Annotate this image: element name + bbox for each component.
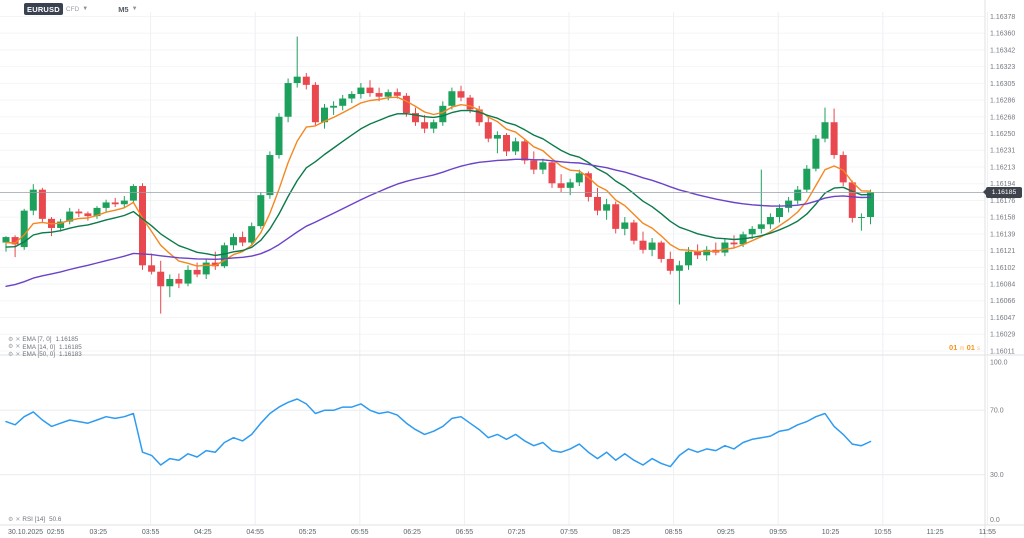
symbol-selector[interactable]: EURUSD CFD ▼ — [24, 3, 88, 15]
settings-icon[interactable]: ⚙ — [8, 351, 14, 358]
time-axis-label: 09:55 — [769, 529, 787, 536]
price-axis-label: 1.16305 — [990, 81, 1015, 88]
timeframe-selector[interactable]: M5 ▼ — [118, 5, 137, 14]
price-axis-label: 1.16323 — [990, 64, 1015, 71]
price-axis-label: 1.16158 — [990, 215, 1015, 222]
price-axis-label: 1.16213 — [990, 164, 1015, 171]
rsi-line — [5, 398, 872, 468]
close-icon[interactable]: ✕ — [15, 351, 21, 358]
price-axis-label: 1.16011 — [990, 348, 1015, 355]
indicator-name: EMA [50, 0] — [22, 351, 55, 359]
price-axis-label: 1.16378 — [990, 14, 1015, 21]
time-axis-label: 09:25 — [717, 529, 735, 536]
overlay-ema14-line — [5, 109, 872, 257]
ema-legend: ⚙ ✕ EMA [7, 0] 1.16185 ⚙ ✕ EMA [14, 0] 1… — [8, 336, 82, 359]
rsi-guidelines — [0, 409, 985, 476]
close-icon[interactable]: ✕ — [15, 516, 21, 523]
indicator-name: EMA [7, 0] — [22, 336, 52, 344]
time-axis-label: 04:55 — [246, 529, 264, 536]
price-axis-label: 1.16084 — [990, 282, 1015, 289]
price-axis-label: 1.16194 — [990, 181, 1015, 188]
close-icon[interactable]: ✕ — [15, 344, 21, 351]
time-axis-label: 06:55 — [456, 529, 474, 536]
settings-icon[interactable]: ⚙ — [8, 336, 14, 343]
rsi-legend: ⚙ ✕ RSI [14] 50.6 — [8, 516, 61, 524]
indicator-name: EMA [14, 0] — [22, 343, 55, 351]
price-axis-label: 1.16066 — [990, 298, 1015, 305]
countdown-minutes: 01 — [949, 343, 958, 352]
countdown-seconds-unit: s — [977, 346, 980, 352]
price-axis-label: 1.16286 — [990, 98, 1015, 105]
overlay-ema7-line — [5, 96, 872, 267]
price-axis-label: 1.16268 — [990, 114, 1015, 121]
current-price-badge: 1.16185 — [983, 186, 1022, 198]
rsi-legend-item: ⚙ ✕ RSI [14] 50.6 — [8, 516, 61, 524]
candlestick-series — [2, 36, 874, 314]
rsi-axis-label: 0.0 — [990, 517, 1000, 524]
ema-legend-item: ⚙ ✕ EMA [14, 0] 1.16185 — [8, 344, 82, 352]
indicator-value: 1.16183 — [58, 351, 82, 359]
chart-header: EURUSD CFD ▼ M5 ▼ — [24, 3, 138, 15]
time-axis-label: 06:25 — [403, 529, 421, 536]
time-axis-date-label: 30.10.2025 02:55 — [8, 529, 65, 536]
chevron-down-icon: ▼ — [131, 6, 138, 12]
price-axis-label: 1.16176 — [990, 198, 1015, 205]
overlay-ema50-line — [5, 158, 872, 287]
rsi-axis: 100.0 70.0 30.0 0.0 — [990, 359, 1008, 524]
time-axis-label: 05:25 — [299, 529, 317, 536]
price-axis-label: 1.16360 — [990, 31, 1015, 38]
close-icon[interactable]: ✕ — [15, 336, 21, 343]
price-axis-label: 1.16102 — [990, 265, 1015, 272]
candle-countdown-timer: 01 m 01 s — [905, 343, 980, 352]
price-axis-label: 1.16342 — [990, 47, 1015, 54]
indicator-value: 1.16185 — [58, 343, 82, 351]
rsi-axis-label: 100.0 — [990, 359, 1008, 366]
timeframe-label: M5 — [118, 4, 129, 14]
settings-icon[interactable]: ⚙ — [8, 516, 14, 523]
instrument-type-label: CFD — [65, 5, 80, 13]
indicator-value: 50.6 — [49, 516, 62, 524]
time-axis-label: 11:55 — [979, 529, 996, 536]
price-axis-label: 1.16121 — [990, 248, 1015, 255]
time-axis-label: 03:55 — [142, 529, 160, 536]
price-axis-label: 1.16250 — [990, 131, 1015, 138]
time-axis-label: 04:25 — [194, 529, 212, 536]
rsi-axis-label: 30.0 — [990, 472, 1004, 479]
time-axis-label: 05:55 — [351, 529, 369, 536]
settings-icon[interactable]: ⚙ — [8, 344, 14, 351]
indicator-value: 1.16185 — [55, 336, 79, 344]
time-axis: 30.10.2025 02:55 03:25 03:55 04:25 04:55 05:2… — [8, 529, 996, 536]
indicator-name: RSI [14] — [22, 516, 46, 524]
ema-legend-item: ⚙ ✕ EMA [7, 0] 1.16185 — [8, 336, 82, 344]
price-axis-label: 1.16139 — [990, 231, 1015, 238]
price-axis-label: 1.16047 — [990, 315, 1015, 322]
time-axis-label: 10:55 — [874, 529, 892, 536]
time-axis-label: 11:25 — [927, 529, 944, 536]
price-axis-label: 1.16231 — [990, 148, 1015, 155]
time-axis-label: 08:25 — [613, 529, 631, 536]
symbol-label: EURUSD — [24, 3, 63, 15]
countdown-minutes-unit: m — [959, 346, 965, 352]
price-axis: 1.16378 1.16360 1.16342 1.16323 1.16305 1.162… — [990, 14, 1015, 355]
price-axis-label: 1.16029 — [990, 332, 1015, 339]
time-axis-label: 07:55 — [560, 529, 578, 536]
countdown-seconds: 01 — [966, 343, 975, 352]
time-axis-label: 03:25 — [90, 529, 108, 536]
chevron-down-icon: ▼ — [82, 6, 89, 12]
time-axis-label: 10:25 — [822, 529, 840, 536]
ema-legend-item: ⚙ ✕ EMA [50, 0] 1.16183 — [8, 351, 82, 359]
time-axis-label: 07:25 — [508, 529, 526, 536]
price-gridlines — [0, 16, 985, 352]
time-axis-label: 08:55 — [665, 529, 683, 536]
rsi-axis-label: 70.0 — [990, 408, 1004, 415]
time-gridlines — [150, 12, 988, 525]
